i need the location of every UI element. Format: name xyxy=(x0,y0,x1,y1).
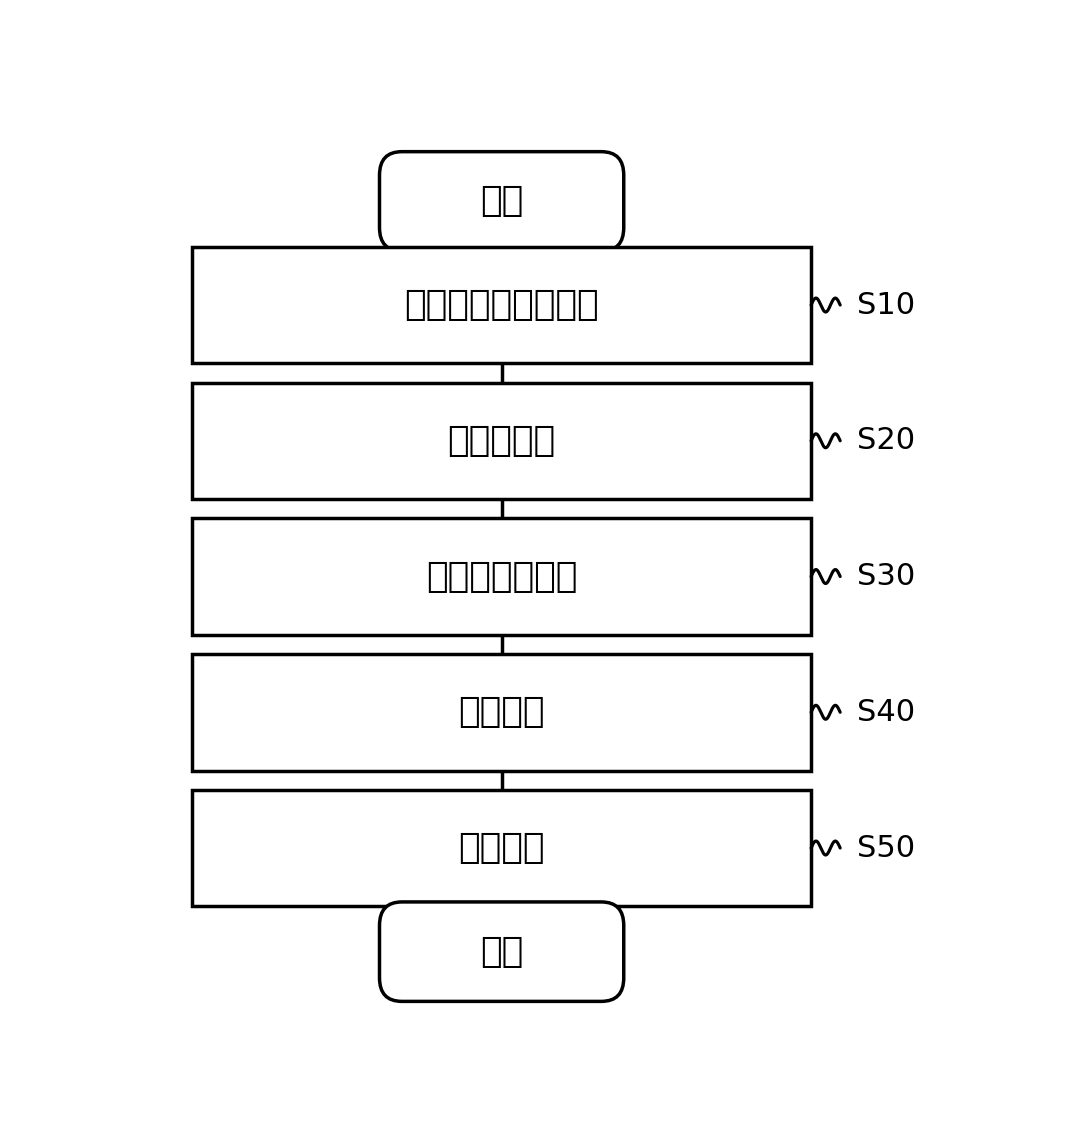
Bar xyxy=(192,790,812,906)
FancyBboxPatch shape xyxy=(379,152,624,252)
Bar xyxy=(192,654,812,770)
Text: 除去工序: 除去工序 xyxy=(459,830,545,864)
Text: S20: S20 xyxy=(857,426,914,455)
Text: S50: S50 xyxy=(857,834,914,862)
Bar xyxy=(192,518,812,634)
FancyBboxPatch shape xyxy=(379,902,624,1002)
Text: 开始: 开始 xyxy=(480,185,523,219)
Text: 结束: 结束 xyxy=(480,935,523,969)
Text: 蓝宝石基板准备工序: 蓝宝石基板准备工序 xyxy=(404,288,599,322)
Text: 热处理工序: 热处理工序 xyxy=(448,424,555,458)
Text: S30: S30 xyxy=(857,562,915,591)
Text: S40: S40 xyxy=(857,698,914,726)
Bar xyxy=(192,383,812,499)
Text: 生长工序: 生长工序 xyxy=(459,696,545,730)
Text: S10: S10 xyxy=(857,290,914,320)
Bar xyxy=(192,247,812,364)
Text: 缓冲层形成工序: 缓冲层形成工序 xyxy=(426,560,578,594)
